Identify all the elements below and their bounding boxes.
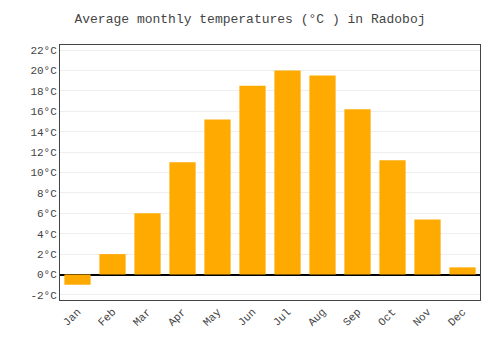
svg-text:20°C: 20°C: [30, 65, 57, 77]
svg-text:May: May: [201, 306, 224, 329]
svg-text:Jun: Jun: [236, 306, 258, 328]
svg-text:Jan: Jan: [61, 306, 83, 328]
svg-text:2°C: 2°C: [37, 249, 57, 261]
svg-text:Mar: Mar: [131, 306, 153, 328]
svg-text:Oct: Oct: [376, 306, 398, 328]
svg-text:Nov: Nov: [411, 306, 434, 329]
svg-text:Average monthly temperatures (: Average monthly temperatures (°C ) in Ra…: [74, 12, 425, 27]
svg-text:14°C: 14°C: [30, 127, 57, 139]
svg-text:Aug: Aug: [306, 306, 328, 328]
svg-text:8°C: 8°C: [37, 188, 57, 200]
svg-text:-2°C: -2°C: [30, 290, 57, 302]
svg-text:Feb: Feb: [96, 306, 118, 328]
svg-text:12°C: 12°C: [30, 147, 57, 159]
svg-text:4°C: 4°C: [37, 229, 57, 241]
svg-text:Apr: Apr: [166, 306, 188, 328]
svg-text:6°C: 6°C: [37, 208, 57, 220]
svg-text:16°C: 16°C: [30, 106, 57, 118]
svg-text:Dec: Dec: [446, 306, 468, 328]
svg-text:0°C: 0°C: [37, 269, 57, 281]
svg-text:Sep: Sep: [341, 306, 363, 328]
svg-text:Jul: Jul: [271, 306, 293, 328]
svg-text:22°C: 22°C: [30, 45, 57, 57]
svg-text:10°C: 10°C: [30, 167, 57, 179]
svg-text:18°C: 18°C: [30, 86, 57, 98]
